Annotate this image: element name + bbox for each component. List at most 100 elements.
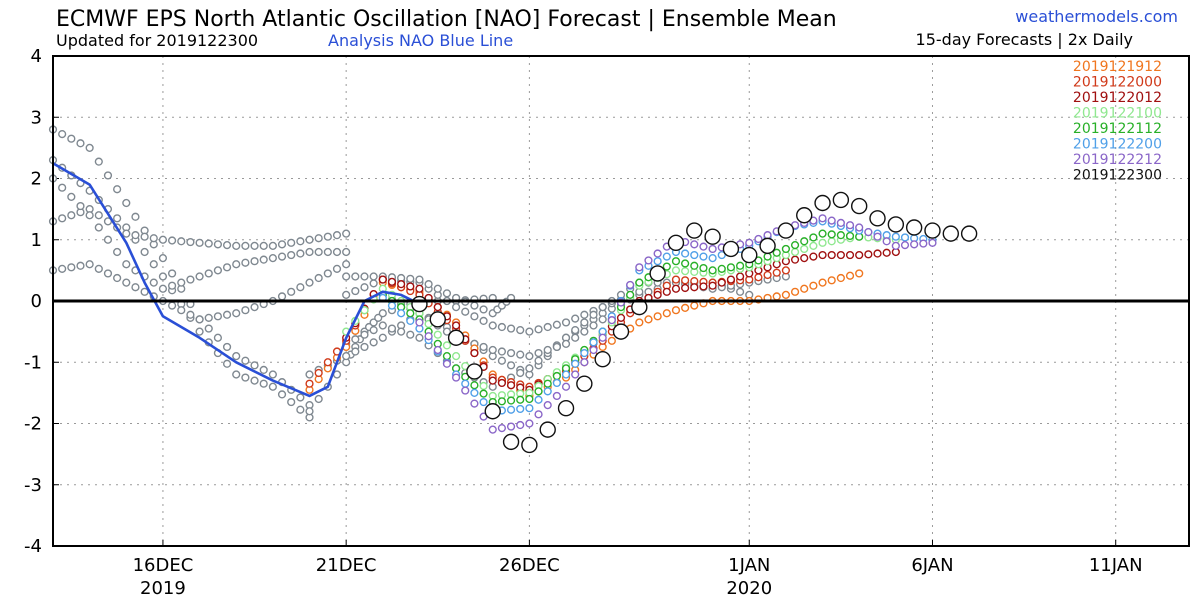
series-point-2019122212 [928, 238, 937, 247]
series-point-2019122212 [415, 318, 424, 327]
series-point-2019121912 [662, 309, 671, 318]
series-point-2019122200 [891, 232, 900, 241]
ensemble-member-point [287, 250, 296, 260]
series-point-2019122112 [800, 237, 809, 246]
ensemble-member-point [195, 238, 204, 247]
series-point-2019122212 [873, 232, 882, 241]
ensemble-member-point [525, 352, 534, 361]
x-tick-label: 26DEC [499, 555, 560, 576]
series-point-2019122112 [763, 252, 772, 261]
series-point-2019122212 [882, 237, 891, 246]
ensemble-member-point [241, 241, 250, 250]
ensemble-member-point [351, 335, 360, 344]
ensemble-member-point [149, 278, 158, 287]
ensemble-member-point [552, 342, 561, 352]
ensemble-member-point [76, 139, 85, 148]
ensemble-member-point [67, 211, 76, 220]
ensemble-member-point [58, 264, 67, 273]
series-point-2019122000 [314, 368, 323, 378]
series-point-2019122200 [543, 387, 552, 396]
series-point-2019122112 [845, 231, 855, 241]
ensemble-member-point [259, 379, 268, 388]
series-point-2019122100 [442, 341, 452, 350]
ensemble-member-point [369, 338, 378, 347]
site-credit[interactable]: weathermodels.com [1015, 7, 1178, 26]
ensemble-member-point [360, 283, 369, 292]
series-point-2019122200 [662, 252, 671, 261]
cadence-label: 15-day Forecasts | 2x Daily [916, 30, 1133, 49]
series-point-2019122000 [671, 275, 681, 284]
series-point-2019122112 [708, 266, 717, 275]
series-point-2019122200 [479, 397, 488, 407]
ensemble-member-point [506, 348, 516, 358]
series-point-2019122100 [790, 247, 800, 257]
updated-label: Updated for 2019122300 [56, 31, 258, 50]
ensemble-member-point [369, 279, 378, 288]
y-tick-label: 3 [31, 107, 42, 128]
ensemble-member-point [131, 231, 140, 240]
series-point-2019122100 [671, 266, 681, 275]
series-point-2019122300 [521, 436, 538, 454]
series-point-2019122012 [653, 290, 662, 299]
series-point-2019122012 [809, 252, 818, 261]
ensemble-member-point [369, 325, 378, 335]
ensemble-member-point [314, 273, 323, 283]
ensemble-member-point [167, 236, 177, 245]
ensemble-member-point [442, 289, 452, 298]
series-point-2019122212 [516, 420, 525, 430]
ensemble-member-point [204, 269, 213, 278]
ensemble-member-point [424, 280, 433, 289]
series-point-2019122112 [699, 263, 708, 273]
ensemble-member-point [351, 286, 360, 296]
ensemble-member-point [369, 272, 378, 281]
ensemble-member-point [167, 301, 177, 310]
series-point-2019122112 [662, 262, 671, 271]
series-point-2019122212 [580, 358, 589, 367]
ensemble-member-point [342, 260, 351, 269]
ensemble-member-point [534, 325, 543, 334]
ensemble-member-point [479, 305, 488, 314]
series-point-2019122300 [502, 433, 520, 451]
ensemble-member-point [241, 356, 250, 365]
series-point-2019122300 [759, 237, 776, 255]
ensemble-member-point [103, 235, 113, 244]
series-point-2019122112 [671, 257, 681, 266]
ensemble-member-point [534, 348, 543, 358]
ensemble-member-point [250, 361, 259, 370]
series-point-2019122300 [741, 246, 758, 264]
ensemble-member-point [131, 283, 140, 292]
series-point-2019122112 [525, 394, 534, 404]
ensemble-member-point [76, 201, 85, 211]
series-point-2019122300 [594, 350, 611, 368]
series-point-2019122300 [466, 363, 483, 380]
series-point-2019122200 [580, 348, 589, 358]
ensemble-member-point [85, 143, 94, 152]
ensemble-member-point [580, 327, 589, 336]
series-point-2019122212 [818, 214, 827, 223]
series-point-2019122012 [506, 381, 516, 390]
series-point-2019122200 [717, 250, 726, 260]
ensemble-member-point [195, 327, 204, 336]
series-point-2019122300 [429, 311, 446, 328]
series-point-2019122212 [653, 249, 662, 258]
series-point-2019122212 [763, 231, 772, 240]
series-point-2019122200 [681, 249, 690, 258]
ensemble-member-point [296, 405, 305, 414]
analysis-note: Analysis NAO Blue Line [328, 31, 513, 50]
series-point-2019122012 [873, 249, 882, 258]
series-point-2019122200 [534, 395, 543, 404]
series-point-2019122212 [451, 373, 461, 382]
series-point-2019122212 [571, 370, 580, 379]
ensemble-member-point [516, 325, 525, 335]
ensemble-member-point [167, 269, 177, 278]
ensemble-member-point [177, 306, 186, 315]
ensemble-member-point [250, 241, 259, 250]
ensemble-member-point [232, 309, 241, 318]
series-point-2019121912 [818, 278, 827, 287]
ensemble-member-point [113, 273, 122, 283]
ensemble-member-point [177, 278, 186, 287]
legend-entry: 2019122000 [1073, 75, 1162, 91]
series-point-2019122200 [506, 405, 516, 414]
series-point-2019122300 [686, 222, 703, 239]
